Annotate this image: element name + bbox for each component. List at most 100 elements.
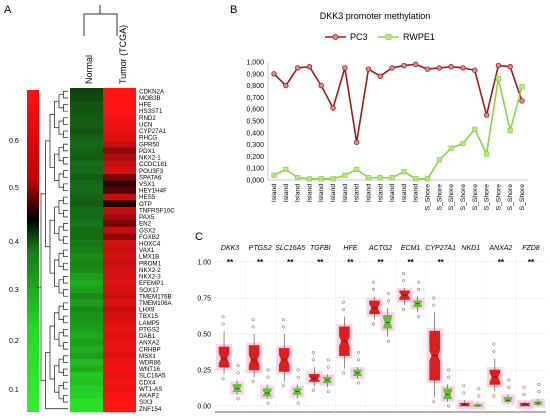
outlier-point bbox=[492, 349, 496, 353]
outlier-point bbox=[236, 371, 240, 375]
data-point-pc3 bbox=[436, 65, 443, 71]
dendrogram-branch bbox=[63, 170, 68, 178]
x-tick-label: Island bbox=[413, 184, 420, 202]
dendrogram-branch bbox=[49, 325, 55, 380]
heatmap-cell bbox=[103, 279, 136, 287]
heatmap-cell bbox=[70, 200, 103, 208]
heatmap-cell bbox=[70, 127, 103, 135]
x-tick-label: Island bbox=[330, 184, 337, 202]
heatmap-cell bbox=[70, 187, 103, 195]
heatmap-cell bbox=[70, 167, 103, 175]
dendrogram-branch bbox=[63, 315, 68, 324]
outlier-point bbox=[386, 292, 391, 296]
heatmap-cell bbox=[70, 134, 103, 142]
legend-marker-rwpe1 bbox=[385, 34, 392, 40]
heatmap-cell bbox=[103, 107, 136, 115]
scale-tick: 0.3 bbox=[9, 287, 19, 294]
heatmap-cell bbox=[103, 220, 136, 228]
heatmap-cell bbox=[70, 279, 103, 287]
heatmap-cell bbox=[103, 200, 136, 208]
dendrogram-branch bbox=[63, 209, 68, 218]
heatmap-cell bbox=[103, 226, 136, 234]
gene-label: MOB3B bbox=[139, 95, 161, 102]
gene-label: CDKN2A bbox=[139, 88, 165, 95]
data-point-rwpe1 bbox=[460, 140, 466, 147]
outlier-point bbox=[447, 368, 451, 372]
panel-b-label: B bbox=[230, 4, 237, 16]
outlier-point bbox=[296, 401, 300, 405]
y-tick-label: 1.00 bbox=[197, 260, 211, 267]
heatmap-cell bbox=[103, 345, 136, 353]
outlier-point bbox=[386, 339, 391, 343]
gene-label: OTP bbox=[139, 201, 152, 208]
y-tick-label: 0,500 bbox=[246, 119, 264, 126]
boxplot-marks bbox=[216, 271, 545, 410]
data-point-rwpe1 bbox=[365, 175, 372, 181]
panel-a: A Normal Tumor (TCGA) 0.6 0.5 0.4 0.3 bbox=[4, 4, 175, 413]
heatmap-cell bbox=[103, 160, 136, 168]
chart-title: DKK3 promoter methylation bbox=[320, 11, 431, 21]
outlier-point bbox=[417, 287, 421, 291]
heatmap-cell bbox=[70, 332, 103, 340]
outlier-point bbox=[417, 315, 421, 319]
box-green bbox=[383, 314, 392, 329]
dendrogram-branch bbox=[58, 226, 64, 241]
gene-label: CYP27A1 bbox=[139, 128, 167, 135]
color-scale-ticks: 0.6 0.5 0.4 0.3 0.2 0.1 bbox=[9, 138, 19, 394]
outlier-point bbox=[477, 394, 481, 398]
outlier-point bbox=[462, 391, 466, 395]
dendrogram-branch bbox=[63, 249, 68, 258]
heatmap-cell bbox=[103, 180, 136, 188]
outlier-point bbox=[311, 351, 315, 355]
data-point-pc3 bbox=[342, 65, 348, 71]
outlier-point bbox=[386, 299, 391, 303]
outlier-point bbox=[341, 371, 345, 375]
heatmap-cell bbox=[70, 326, 103, 333]
y-tick-label: 0,300 bbox=[246, 142, 264, 149]
heatmap-cell bbox=[70, 398, 103, 406]
heatmap-cell bbox=[103, 240, 136, 247]
heatmap-cell bbox=[103, 299, 136, 307]
heatmap-cell bbox=[103, 392, 136, 400]
heatmap-cell bbox=[70, 94, 103, 102]
data-point-pc3 bbox=[306, 64, 313, 70]
data-point-rwpe1 bbox=[413, 176, 419, 182]
x-tick-label: Island bbox=[389, 184, 396, 202]
x-tick-label: Island bbox=[318, 184, 325, 202]
x-tick-label: S_Shore bbox=[507, 184, 514, 211]
heatmap-cell bbox=[103, 385, 136, 393]
gene-label: HFE bbox=[139, 102, 151, 109]
gene-label: NKX2-1 bbox=[139, 155, 161, 162]
gene-label: ECM1 bbox=[401, 245, 421, 252]
heatmap-cell bbox=[103, 372, 136, 380]
data-point-rwpe1 bbox=[448, 145, 454, 151]
gene-label: SLC16A5 bbox=[275, 245, 305, 252]
heatmap-cell bbox=[70, 121, 103, 128]
gene-label: LMX1B bbox=[139, 254, 159, 261]
outlier-point bbox=[402, 307, 406, 312]
data-point-pc3 bbox=[283, 82, 289, 89]
heatmap-cell bbox=[103, 127, 136, 135]
scale-tick: 0.2 bbox=[9, 338, 19, 345]
x-tick-label: Island bbox=[354, 184, 361, 202]
box-green bbox=[443, 388, 452, 400]
outlier-point bbox=[447, 375, 451, 379]
heatmap-cell bbox=[103, 207, 136, 214]
data-point-rwpe1 bbox=[472, 126, 478, 132]
outlier-point bbox=[462, 384, 466, 388]
heatmap-cell bbox=[103, 173, 136, 181]
gene-label: ACTG2 bbox=[368, 245, 392, 252]
y-tick-label: 0,100 bbox=[246, 166, 264, 173]
dendrogram-branch bbox=[58, 252, 64, 267]
heatmap-cell bbox=[70, 246, 103, 254]
outlier-point bbox=[326, 390, 330, 394]
x-tick-label: S_Shore bbox=[448, 184, 455, 211]
data-point-pc3 bbox=[472, 67, 478, 73]
panel-b: B DKK3 promoter methylation PC3 RWPE1 0,… bbox=[230, 4, 528, 210]
dendrogram-branch bbox=[54, 312, 59, 340]
dendrogram-branch bbox=[63, 143, 68, 152]
outlier-point bbox=[356, 351, 360, 355]
data-point-rwpe1 bbox=[330, 176, 336, 182]
outlier-point bbox=[281, 384, 285, 388]
gene-label: PROM1 bbox=[139, 260, 162, 267]
